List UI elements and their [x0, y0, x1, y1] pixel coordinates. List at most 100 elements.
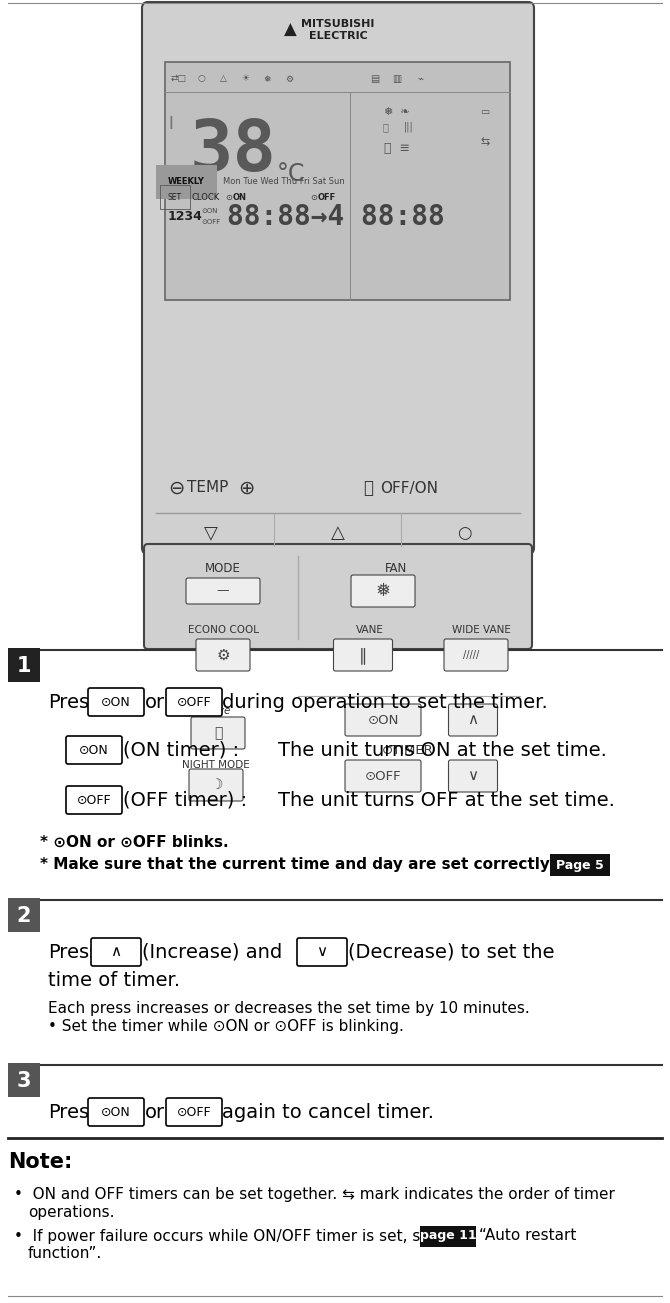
Text: page 11: page 11: [419, 1230, 476, 1243]
FancyBboxPatch shape: [142, 3, 534, 554]
FancyBboxPatch shape: [186, 579, 260, 605]
Text: Note:: Note:: [8, 1152, 72, 1171]
FancyBboxPatch shape: [297, 938, 347, 966]
Text: 88:88→4 88:88: 88:88→4 88:88: [227, 203, 445, 231]
Text: * ⊙ON or ⊙OFF blinks.: * ⊙ON or ⊙OFF blinks.: [40, 834, 228, 850]
FancyBboxPatch shape: [166, 688, 222, 717]
Bar: [165, 63, 510, 300]
Text: OFF/ON: OFF/ON: [380, 481, 438, 495]
Bar: [8, 1063, 40, 1065]
Text: ➰  ≡: ➰ ≡: [384, 142, 410, 155]
Text: ❅  ❧: ❅ ❧: [384, 107, 410, 117]
Bar: [8, 650, 40, 681]
Text: SET: SET: [168, 193, 182, 202]
Text: 1: 1: [17, 655, 31, 676]
Text: Press: Press: [48, 942, 99, 962]
Text: function”.: function”.: [28, 1247, 103, 1261]
Text: 2: 2: [17, 906, 31, 926]
FancyBboxPatch shape: [444, 638, 508, 671]
FancyBboxPatch shape: [88, 688, 144, 717]
Text: ⊙ON: ⊙ON: [367, 714, 399, 727]
FancyBboxPatch shape: [448, 760, 498, 792]
Text: ⛹: ⛹: [214, 726, 222, 740]
Text: ┃: ┃: [168, 116, 174, 129]
FancyBboxPatch shape: [91, 938, 141, 966]
FancyBboxPatch shape: [88, 1098, 144, 1126]
Text: Page 5: Page 5: [556, 859, 604, 872]
Text: Mon Tue Wed Thu Fri Sat Sun: Mon Tue Wed Thu Fri Sat Sun: [223, 177, 345, 186]
FancyBboxPatch shape: [191, 717, 245, 749]
Text: ON: ON: [233, 193, 247, 202]
Text: ▲: ▲: [283, 21, 296, 39]
Text: ⊙: ⊙: [225, 193, 232, 202]
Bar: [550, 853, 610, 876]
Text: 38: 38: [190, 117, 277, 186]
Text: (Decrease) to set the: (Decrease) to set the: [348, 942, 555, 962]
Text: or: or: [145, 692, 165, 711]
Text: (OFF timer) :: (OFF timer) :: [123, 791, 247, 809]
Text: ○: ○: [457, 524, 471, 542]
Text: ∥: ∥: [359, 646, 367, 665]
Text: MITSUBISHI
ELECTRIC: MITSUBISHI ELECTRIC: [302, 20, 375, 40]
Bar: [420, 1226, 476, 1247]
Text: ▭: ▭: [480, 107, 490, 117]
Bar: [8, 900, 40, 932]
Text: 〇: 〇: [382, 122, 388, 132]
FancyBboxPatch shape: [66, 736, 122, 764]
Text: ⊙OFF: ⊙OFF: [76, 794, 111, 807]
Text: /////: /////: [463, 650, 489, 661]
Text: CLOCK: CLOCK: [191, 193, 219, 202]
Text: ∧: ∧: [111, 945, 121, 959]
Text: ⊙OFF: ⊙OFF: [177, 1105, 211, 1118]
Text: The unit turns ON at the set time.: The unit turns ON at the set time.: [278, 740, 607, 760]
FancyBboxPatch shape: [345, 760, 421, 792]
Text: ⊙OFF: ⊙OFF: [364, 770, 401, 783]
Text: ⇄□: ⇄□: [171, 74, 187, 83]
Text: WIDE VANE: WIDE VANE: [452, 625, 511, 635]
Bar: [8, 898, 40, 900]
Text: ☽: ☽: [210, 778, 222, 792]
FancyBboxPatch shape: [166, 1098, 222, 1126]
Text: FAN: FAN: [385, 562, 407, 575]
Text: ☀: ☀: [241, 74, 249, 83]
Text: ❅: ❅: [263, 74, 271, 83]
FancyBboxPatch shape: [189, 769, 243, 801]
Bar: [8, 1065, 40, 1097]
Text: MODE: MODE: [205, 562, 241, 575]
Text: ∨: ∨: [468, 769, 478, 783]
Text: OFF: OFF: [318, 193, 336, 202]
FancyBboxPatch shape: [334, 638, 393, 671]
Text: ▥: ▥: [393, 74, 401, 83]
Text: Each press increases or decreases the set time by 10 minutes.: Each press increases or decreases the se…: [48, 1001, 530, 1015]
Text: △: △: [331, 524, 345, 542]
Text: Press: Press: [48, 1102, 99, 1122]
FancyBboxPatch shape: [345, 704, 421, 736]
Text: 3: 3: [17, 1071, 31, 1091]
Text: NIGHT MODE: NIGHT MODE: [182, 760, 250, 770]
FancyBboxPatch shape: [66, 786, 122, 814]
Text: TEMP: TEMP: [188, 481, 228, 495]
Text: ⊕: ⊕: [238, 478, 254, 498]
Text: ECONO COOL: ECONO COOL: [188, 625, 259, 635]
Text: (Increase) and: (Increase) and: [142, 942, 282, 962]
Text: i save: i save: [200, 706, 230, 717]
Text: ⊙OFF: ⊙OFF: [177, 696, 211, 709]
Text: ▤: ▤: [371, 74, 380, 83]
Text: ⊖: ⊖: [168, 478, 184, 498]
Text: ⊙: ⊙: [310, 193, 317, 202]
FancyBboxPatch shape: [448, 704, 498, 736]
Text: “Auto restart: “Auto restart: [479, 1229, 576, 1243]
Text: ⊙OFF: ⊙OFF: [201, 219, 220, 225]
Text: again to cancel timer.: again to cancel timer.: [222, 1102, 434, 1122]
Text: •  If power failure occurs while ON/OFF timer is set, see: • If power failure occurs while ON/OFF t…: [14, 1229, 440, 1243]
Bar: [8, 648, 40, 650]
Text: Press: Press: [48, 692, 99, 711]
Text: (ON timer) :: (ON timer) :: [123, 740, 239, 760]
Text: ⊙TIMER: ⊙TIMER: [382, 744, 434, 757]
Text: WEEKLY: WEEKLY: [168, 177, 205, 186]
Text: °C: °C: [277, 162, 306, 186]
Text: ⊙ON: ⊙ON: [101, 696, 131, 709]
Text: ⚙: ⚙: [216, 648, 230, 662]
Text: * Make sure that the current time and day are set correctly.: * Make sure that the current time and da…: [40, 857, 554, 873]
Text: ⚙: ⚙: [285, 74, 293, 83]
